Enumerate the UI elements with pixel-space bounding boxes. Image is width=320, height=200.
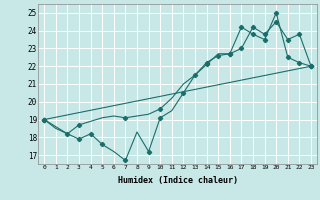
X-axis label: Humidex (Indice chaleur): Humidex (Indice chaleur)	[118, 176, 238, 185]
